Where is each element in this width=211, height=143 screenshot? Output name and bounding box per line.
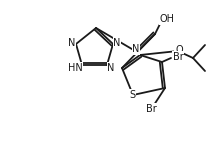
Text: O: O bbox=[175, 45, 183, 55]
Text: Br: Br bbox=[146, 104, 156, 114]
Text: Br: Br bbox=[173, 52, 183, 62]
Text: HN: HN bbox=[68, 63, 82, 73]
Text: N: N bbox=[68, 38, 76, 48]
Text: N: N bbox=[107, 63, 115, 73]
Text: N: N bbox=[132, 44, 140, 54]
Text: N: N bbox=[113, 38, 121, 48]
Text: OH: OH bbox=[160, 14, 174, 24]
Text: S: S bbox=[129, 90, 135, 100]
